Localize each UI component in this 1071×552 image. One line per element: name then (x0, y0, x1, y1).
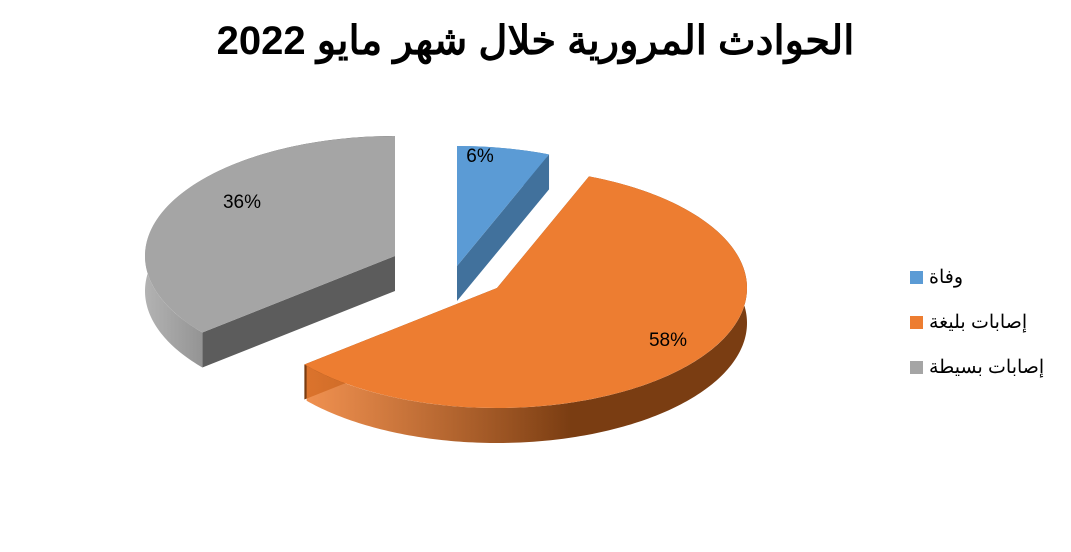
legend-label: إصابات بسيطة (929, 357, 1045, 378)
pie-slice-2 (144, 136, 395, 368)
chart-title: الحوادث المرورية خلال شهر مايو 2022 (216, 19, 855, 63)
slice-outer-wall (306, 176, 747, 443)
pie-slice-0 (457, 146, 550, 301)
legend-item-1: إصابات بليغة (910, 300, 1044, 345)
legend-swatch (910, 361, 923, 374)
data-label-0: 6% (466, 146, 494, 167)
slice-side-face (457, 154, 550, 301)
slice-top-face (304, 176, 747, 409)
legend-swatch (910, 316, 923, 329)
legend-label: وفاة (929, 267, 964, 288)
data-label-1: 58% (649, 330, 687, 351)
slice-top-face (457, 146, 550, 266)
legend-item-0: وفاة (910, 255, 1044, 300)
legend-label: إصابات بليغة (929, 312, 1028, 333)
data-label-2: 36% (223, 192, 261, 213)
legend: وفاة إصابات بليغة إصابات بسيطة (910, 255, 1044, 390)
legend-swatch (910, 271, 923, 284)
legend-item-2: إصابات بسيطة (910, 345, 1044, 390)
slice-top-face (144, 136, 395, 333)
pie-slice-1 (304, 176, 747, 443)
slice-side-face (202, 256, 395, 368)
